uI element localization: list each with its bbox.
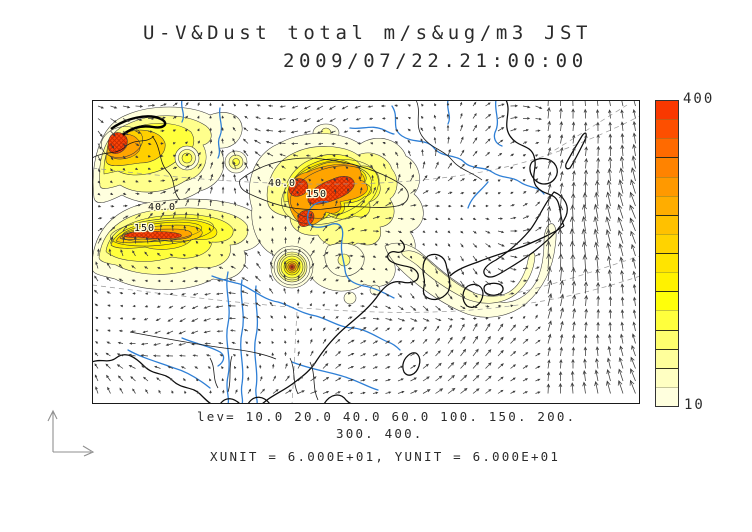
colorbar-band: [656, 214, 678, 234]
coastlines: [92, 100, 587, 404]
map-frame: [92, 100, 640, 404]
grid-units-label: XUNIT = 6.000E+01, YUNIT = 6.000E+01: [210, 449, 561, 464]
colorbar-band: [656, 348, 678, 368]
colorbar-band: [656, 329, 678, 349]
y-axis-arrow: [47, 409, 58, 452]
graticule-lines: [92, 104, 640, 404]
contour-label: 40.0: [268, 178, 296, 189]
contour-label: 150: [306, 189, 327, 200]
colorbar-band: [656, 253, 678, 273]
country-borders: [92, 100, 483, 401]
plot-datetime: 2009/07/22.21:00:00: [283, 50, 588, 72]
colorbar-band: [656, 272, 678, 292]
contour-levels-legend-line1: lev= 10.0 20.0 40.0 60.0 100. 150. 200.: [197, 409, 577, 424]
contour-label: 150: [134, 223, 155, 234]
plot-title: U-V&Dust total m/s&ug/m3 JST: [143, 22, 593, 44]
colorbar-band: [656, 176, 678, 196]
map-plot-area: 40.0 150 40.0 150: [92, 100, 640, 404]
colorbar-band: [656, 157, 678, 177]
contour-label: 40.0: [148, 202, 176, 213]
colorbar-band: [656, 310, 678, 330]
colorbar-band: [656, 101, 678, 120]
x-axis-arrow: [53, 445, 95, 457]
colorbar-band: [656, 138, 678, 158]
colorbar-band: [656, 119, 678, 139]
colorbar-min-label: 10: [684, 397, 705, 413]
wind-vector-arrows: [93, 100, 637, 395]
colorbar-max-label: 400: [683, 91, 715, 107]
mountain-ridge-line: [110, 115, 167, 136]
colorbar-band: [656, 233, 678, 253]
contour-rings: [101, 126, 379, 286]
contour-value-labels: 40.0 150 40.0 150: [133, 177, 328, 236]
colorbar-band: [656, 195, 678, 215]
colorbar: [655, 100, 679, 407]
axis-direction-indicator: [47, 409, 95, 457]
contour-map: 40.0 150 40.0 150: [92, 100, 640, 404]
colorbar-band: [656, 367, 678, 387]
colorbar-band: [656, 291, 678, 311]
colorbar-band: [656, 386, 678, 406]
contour-levels-legend-line2: 300. 400.: [336, 426, 424, 441]
